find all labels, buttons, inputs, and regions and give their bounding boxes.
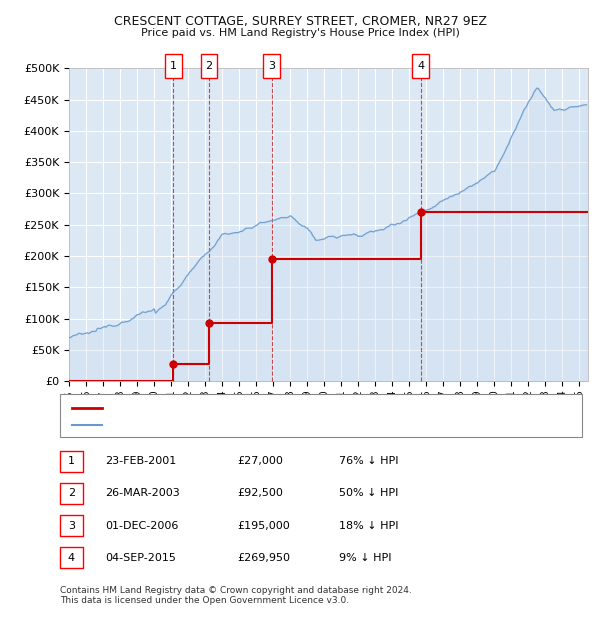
Text: 9% ↓ HPI: 9% ↓ HPI (339, 553, 391, 563)
Text: 23-FEB-2001: 23-FEB-2001 (105, 456, 176, 466)
Text: 04-SEP-2015: 04-SEP-2015 (105, 553, 176, 563)
Text: 01-DEC-2006: 01-DEC-2006 (105, 521, 178, 531)
Text: 76% ↓ HPI: 76% ↓ HPI (339, 456, 398, 466)
Text: 26-MAR-2003: 26-MAR-2003 (105, 489, 180, 498)
Text: 2: 2 (205, 61, 212, 71)
Text: 3: 3 (268, 61, 275, 71)
Text: CRESCENT COTTAGE, SURREY STREET, CROMER, NR27 9EZ (detached house): CRESCENT COTTAGE, SURREY STREET, CROMER,… (108, 402, 487, 412)
Text: £269,950: £269,950 (237, 553, 290, 563)
Text: 3: 3 (68, 521, 75, 531)
Text: Price paid vs. HM Land Registry's House Price Index (HPI): Price paid vs. HM Land Registry's House … (140, 28, 460, 38)
Text: 1: 1 (170, 61, 177, 71)
Text: 18% ↓ HPI: 18% ↓ HPI (339, 521, 398, 531)
Text: HPI: Average price, detached house, North Norfolk: HPI: Average price, detached house, Nort… (108, 420, 354, 430)
Text: Contains HM Land Registry data © Crown copyright and database right 2024.
This d: Contains HM Land Registry data © Crown c… (60, 586, 412, 605)
Text: £27,000: £27,000 (237, 456, 283, 466)
Text: CRESCENT COTTAGE, SURREY STREET, CROMER, NR27 9EZ: CRESCENT COTTAGE, SURREY STREET, CROMER,… (113, 16, 487, 29)
Text: 2: 2 (68, 489, 75, 498)
Text: 50% ↓ HPI: 50% ↓ HPI (339, 489, 398, 498)
Text: £92,500: £92,500 (237, 489, 283, 498)
Text: 4: 4 (68, 553, 75, 563)
Text: £195,000: £195,000 (237, 521, 290, 531)
Text: 1: 1 (68, 456, 75, 466)
Text: 4: 4 (417, 61, 424, 71)
